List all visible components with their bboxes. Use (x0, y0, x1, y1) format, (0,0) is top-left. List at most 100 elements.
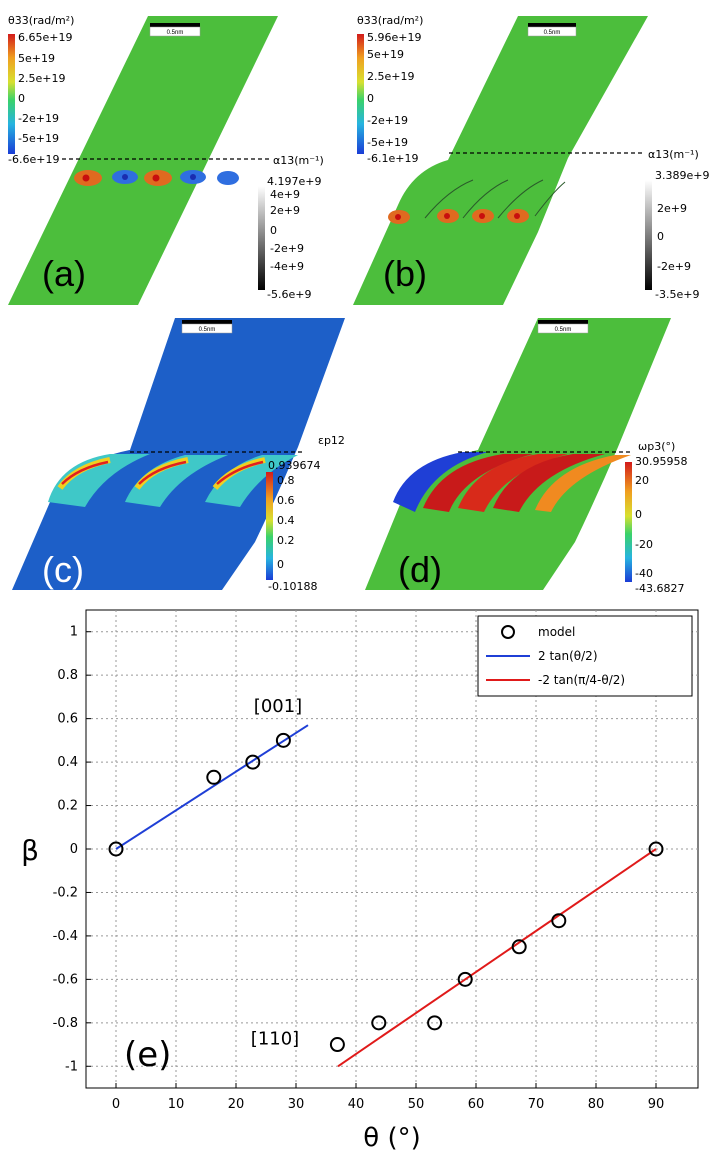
svg-text:4e+9: 4e+9 (270, 188, 300, 201)
svg-text:30.95958: 30.95958 (635, 455, 688, 468)
y-tick-label: -0.2 (53, 885, 78, 900)
cbar-primary-ticks: 5.96e+19 5e+19 2.5e+19 0 -2e+19 -5e+19 -… (367, 31, 421, 165)
cbar-primary (357, 34, 364, 154)
svg-text:0: 0 (657, 230, 664, 243)
scale-bar-label: 0.5nm (167, 30, 184, 36)
legend-label: model (538, 625, 575, 639)
svg-text:-40: -40 (635, 567, 653, 580)
svg-text:4.197e+9: 4.197e+9 (267, 175, 321, 188)
panel-b: 0.5nm θ33(rad/m²) 5.96e+19 5e+19 2.5e+19… (353, 14, 709, 305)
svg-text:5.96e+19: 5.96e+19 (367, 31, 421, 44)
scale-bar-label: 0.5nm (544, 30, 561, 36)
svg-text:5e+19: 5e+19 (18, 52, 55, 65)
sample-shape (353, 16, 648, 305)
data-point (206, 769, 222, 785)
x-tick-label: 10 (168, 1097, 185, 1112)
y-tick-label: -0.8 (53, 1016, 78, 1031)
cbar-secondary-title: α13(m⁻¹) (648, 148, 699, 161)
cbar-primary (8, 34, 15, 154)
y-tick-label: -0.6 (53, 972, 78, 987)
panel-a-label: (a) (42, 253, 86, 294)
data-point (511, 939, 527, 955)
svg-text:0: 0 (270, 224, 277, 237)
y-tick-label: -1 (65, 1059, 78, 1074)
x-tick-label: 40 (348, 1097, 365, 1112)
panel-e-label: (e) (124, 1035, 171, 1075)
svg-text:-5e+19: -5e+19 (367, 136, 408, 149)
data-point (427, 1015, 443, 1031)
data-point (457, 971, 473, 987)
y-tick-label: 0.2 (57, 799, 78, 814)
svg-text:-43.6827: -43.6827 (635, 582, 684, 595)
svg-text:-6.6e+19: -6.6e+19 (8, 153, 59, 166)
svg-text:-5e+19: -5e+19 (18, 132, 59, 145)
rotation-bands (393, 452, 631, 512)
svg-text:2.5e+19: 2.5e+19 (18, 72, 65, 85)
cbar-primary-title: θ33(rad/m²) (357, 14, 423, 27)
y-tick-label: 0.6 (57, 712, 78, 727)
x-tick-label: 0 (112, 1097, 120, 1112)
x-tick-label: 30 (288, 1097, 305, 1112)
svg-text:2.5e+19: 2.5e+19 (367, 70, 414, 83)
panel-c-label: (c) (42, 549, 84, 590)
svg-text:2e+9: 2e+9 (270, 204, 300, 217)
svg-text:-2e+9: -2e+9 (657, 260, 691, 273)
x-tick-label: 60 (468, 1097, 485, 1112)
legend-marker (501, 625, 515, 639)
sample-shape (12, 318, 345, 590)
panel-b-label: (b) (383, 253, 427, 294)
cbar-secondary-ticks: 3.389e+9 2e+9 0 -2e+9 -3.5e+9 (655, 169, 709, 301)
svg-text:-2e+9: -2e+9 (270, 242, 304, 255)
svg-text:0: 0 (18, 92, 25, 105)
sample-shape (8, 16, 278, 305)
svg-text:6.65e+19: 6.65e+19 (18, 31, 72, 44)
legend: model 2 tan(θ/2) -2 tan(π/4-θ/2) (477, 615, 693, 697)
cbar-primary-title: θ33(rad/m²) (8, 14, 74, 27)
y-tick-label: -0.4 (53, 929, 78, 944)
panel-d: 0.5nm ωp3(°) 30.95958 20 0 -20 -40 -43.6… (365, 318, 688, 595)
scale-bar (182, 320, 232, 324)
svg-text:0.8: 0.8 (277, 474, 295, 487)
y-tick-label: 0.8 (57, 668, 78, 683)
defect-blobs (74, 170, 239, 186)
cbar-secondary (645, 180, 652, 290)
legend-label: 2 tan(θ/2) (538, 649, 598, 663)
cbar-ticks: 0.939674 0.8 0.6 0.4 0.2 0 -0.10188 (268, 459, 321, 593)
y-ticks: -1 -0.8 -0.6 -0.4 -0.2 0 0.2 0.4 0.6 0.8 1 (53, 625, 91, 1074)
data-point (551, 913, 567, 929)
cbar-primary-ticks: 6.65e+19 5e+19 2.5e+19 0 -2e+19 -5e+19 -… (8, 31, 72, 166)
data-point (275, 732, 291, 748)
panel-c: 0.5nm εp12 0.939674 0.8 0.6 0.4 0.2 0 -0… (12, 318, 345, 593)
scale-bar-label: 0.5nm (199, 327, 216, 333)
cbar-secondary (258, 186, 265, 290)
data-point (329, 1037, 345, 1053)
svg-text:-20: -20 (635, 538, 653, 551)
strain-bands (48, 454, 298, 507)
x-ticks: 0 10 20 30 40 50 60 70 80 90 (112, 1083, 664, 1112)
panel-d-label: (d) (398, 549, 442, 590)
data-point (648, 841, 664, 857)
chart-e: 0 10 20 30 40 50 60 70 80 90 -1-0.8-0.6-0.4-0.200… (21, 609, 699, 1153)
cbar (266, 472, 273, 580)
x-tick-label: 50 (408, 1097, 425, 1112)
annotations: [001] [110] (251, 696, 302, 1049)
x-axis-label: θ (°) (363, 1123, 420, 1153)
series-line-2 (337, 848, 657, 1068)
data-point (245, 754, 261, 770)
scale-bar (150, 23, 200, 27)
svg-text:0: 0 (367, 92, 374, 105)
scale-bar (538, 320, 588, 324)
svg-text:-5.6e+9: -5.6e+9 (267, 288, 311, 301)
legend-entry: -2 tan(π/4-θ/2) (486, 673, 625, 687)
y-tick-label: 1 (70, 625, 78, 640)
cbar (625, 462, 632, 582)
svg-text:-2e+19: -2e+19 (367, 114, 408, 127)
svg-text:0: 0 (635, 508, 642, 521)
svg-text:-2e+19: -2e+19 (18, 112, 59, 125)
svg-text:0.4: 0.4 (277, 514, 295, 527)
annotation: [001] (254, 696, 302, 717)
scale-bar-label: 0.5nm (555, 327, 572, 333)
x-tick-label: 20 (228, 1097, 245, 1112)
panel-a: 0.5nm θ33(rad/m²) 6.65e+19 5e+19 2.5e+19… (8, 14, 324, 305)
scale-bar (528, 23, 576, 27)
